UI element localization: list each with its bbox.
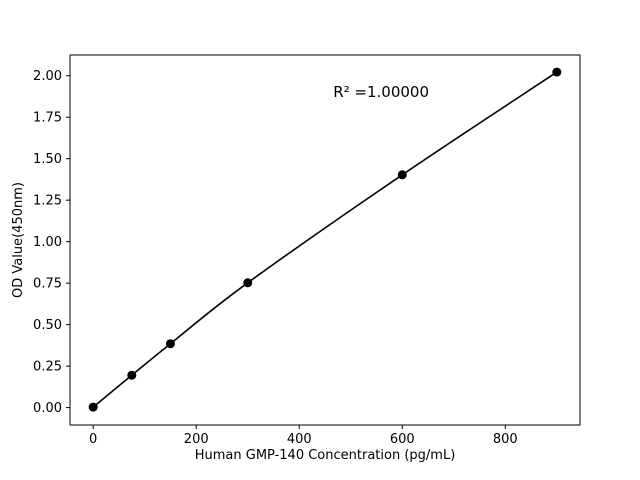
y-tick-label: 0.75 — [33, 277, 62, 292]
x-tick-label: 600 — [390, 432, 415, 447]
r-squared-annotation: R² =1.00000 — [333, 83, 429, 101]
y-tick-label: 1.75 — [33, 111, 62, 126]
y-tick-label: 1.00 — [33, 235, 62, 250]
x-tick-label: 400 — [287, 432, 312, 447]
y-tick-label: 1.50 — [33, 152, 62, 167]
y-tick-label: 0.50 — [33, 318, 62, 333]
y-tick-label: 0.00 — [33, 401, 62, 416]
y-axis-label: OD Value(450nm) — [11, 182, 26, 298]
data-point-marker — [552, 67, 562, 77]
data-point-marker — [88, 402, 98, 412]
x-tick-label: 800 — [493, 432, 518, 447]
x-tick-label: 0 — [89, 432, 97, 447]
plot-border — [69, 54, 581, 426]
y-tick-label: 2.00 — [33, 69, 62, 84]
x-tick-label: 200 — [184, 432, 209, 447]
x-axis-label: Human GMP-140 Concentration (pg/mL) — [195, 448, 456, 463]
y-tick-label: 1.25 — [33, 194, 62, 209]
data-point-marker — [127, 370, 137, 380]
data-point-marker — [397, 170, 407, 180]
data-point-marker — [165, 339, 175, 349]
y-tick-label: 0.25 — [33, 360, 62, 375]
data-point-marker — [243, 278, 253, 288]
